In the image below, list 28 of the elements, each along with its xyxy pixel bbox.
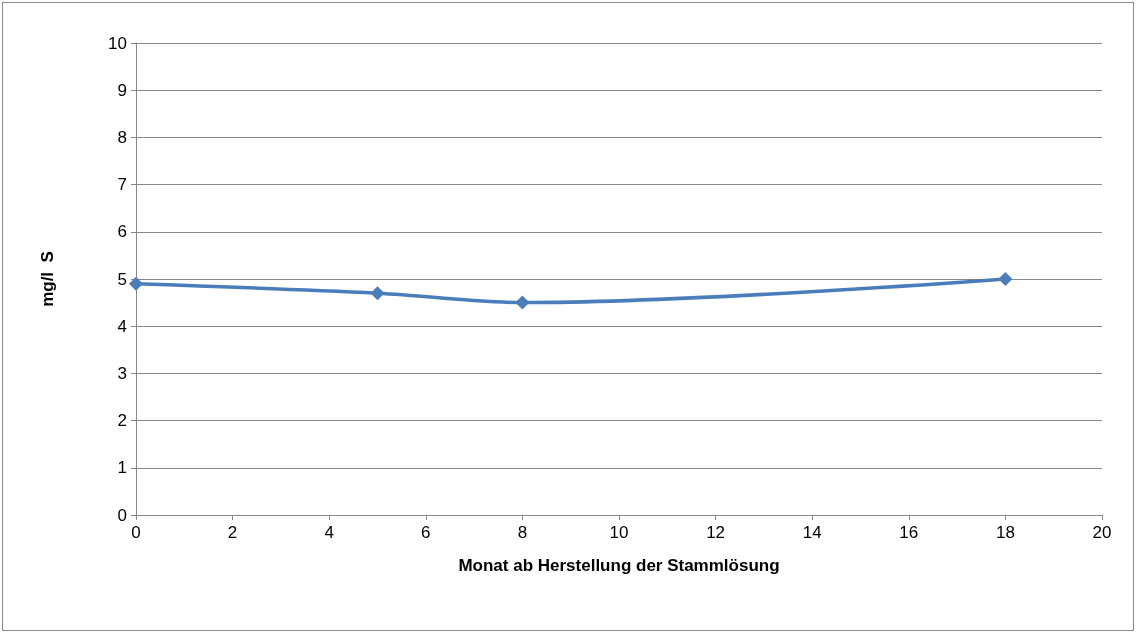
y-axis-title: mg/l S xyxy=(38,251,57,307)
y-tick-label: 8 xyxy=(117,127,127,147)
point xyxy=(370,286,385,301)
x-tick-label: 14 xyxy=(802,523,822,542)
x-axis-title: Monat ab Herstellung der Stammlösung xyxy=(458,556,780,575)
y-tick-label: 9 xyxy=(117,80,127,100)
point xyxy=(515,295,530,310)
x-tick-label: 20 xyxy=(1092,523,1112,542)
x-tick-label: 4 xyxy=(324,523,334,542)
x-tick-label: 10 xyxy=(609,523,629,542)
point xyxy=(998,272,1013,286)
y-tick-label: 5 xyxy=(117,269,127,289)
y-tick-label: 3 xyxy=(117,363,127,383)
x-tick-label: 8 xyxy=(517,523,528,542)
x-tick-label: 6 xyxy=(421,523,431,542)
y-tick-label: 1 xyxy=(117,458,127,478)
x-tick-label: 2 xyxy=(227,523,238,542)
x-tick-label: 0 xyxy=(131,523,141,542)
y-tick-label: 7 xyxy=(117,175,127,195)
y-tick-label: 2 xyxy=(117,411,127,431)
y-tick-label: 4 xyxy=(117,316,127,336)
y-tick-label: 0 xyxy=(117,505,127,525)
x-tick-label: 16 xyxy=(899,523,919,542)
x-tick-label: 12 xyxy=(706,523,726,542)
y-tick-label: 10 xyxy=(108,33,127,53)
y-tick-label: 6 xyxy=(117,222,127,242)
point xyxy=(129,276,143,291)
x-tick-label: 18 xyxy=(995,523,1015,542)
